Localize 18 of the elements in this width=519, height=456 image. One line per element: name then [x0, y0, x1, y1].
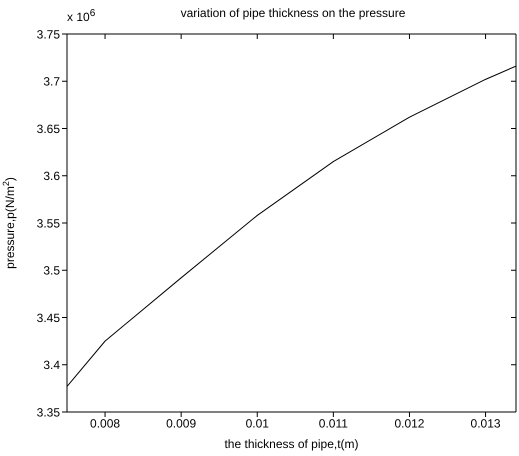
y-tick-label: 3.65	[36, 122, 60, 136]
x-tick-label: 0.013	[470, 416, 501, 431]
y-tick-label: 3.4	[43, 358, 60, 372]
y-tick-label: 3.75	[36, 27, 60, 42]
x-tick-label: 0.008	[90, 416, 120, 431]
y-tick-label: 3.35	[36, 405, 60, 420]
text: x 10$^{6}$	[67, 8, 96, 24]
x-axis-title: the thickness of pipe,t(m)	[224, 437, 359, 451]
y-tick-label: 3.5	[43, 264, 60, 278]
x-tick-label: 0.012	[394, 416, 425, 431]
y-tick-label: 3.6	[43, 169, 60, 184]
y-tick-label: 3.7	[43, 74, 60, 89]
x-tick-label: 0.01	[246, 416, 270, 431]
y-tick-label: 3.55	[36, 216, 60, 230]
x-tick-label: 0.011	[318, 416, 348, 431]
y-tick-label: 3.45	[36, 310, 60, 325]
x-tick-label: 0.009	[166, 416, 196, 431]
chart-title: variation of pipe thickness on the pressure	[180, 6, 406, 20]
